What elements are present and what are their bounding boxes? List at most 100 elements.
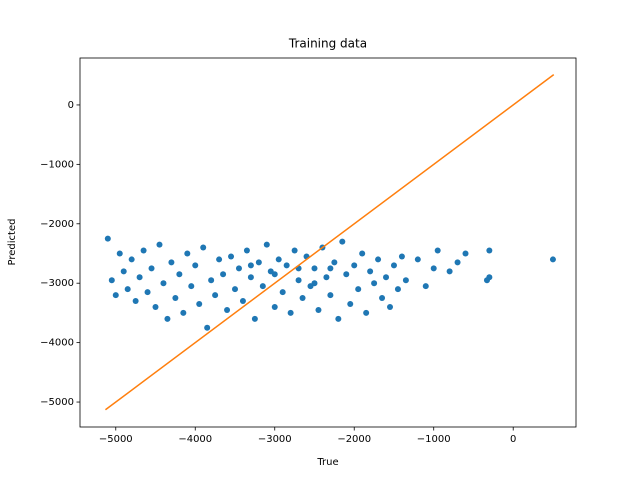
data-point: [383, 274, 390, 281]
data-point: [339, 238, 346, 245]
y-axis-label: Predicted: [7, 219, 18, 266]
data-point: [311, 265, 318, 272]
data-point: [287, 309, 294, 316]
data-point: [228, 253, 235, 260]
data-point: [327, 292, 334, 299]
data-point: [387, 303, 393, 310]
data-point: [247, 262, 254, 269]
data-point: [299, 295, 306, 302]
data-point: [462, 250, 469, 257]
data-point: [271, 271, 278, 278]
data-point: [295, 277, 302, 284]
data-point: [116, 250, 123, 257]
data-point: [140, 247, 147, 254]
y-tick-label: −4000: [40, 338, 74, 349]
data-point: [351, 262, 358, 269]
data-point: [379, 295, 386, 302]
data-point: [176, 271, 183, 278]
data-point: [188, 283, 195, 290]
data-point: [343, 271, 350, 278]
data-point: [327, 265, 334, 272]
data-point: [192, 262, 199, 269]
x-tick-label: 0: [510, 434, 516, 445]
fit-line: [104, 74, 555, 411]
data-point: [204, 324, 211, 331]
data-point: [291, 247, 298, 254]
data-point: [124, 286, 131, 293]
data-point: [355, 286, 362, 293]
plot-frame: [79, 57, 577, 428]
data-point: [239, 298, 246, 305]
data-point: [232, 286, 238, 293]
data-point: [160, 280, 167, 287]
data-point: [483, 277, 490, 284]
data-point: [371, 280, 378, 287]
data-point: [224, 306, 231, 313]
data-point: [367, 268, 374, 275]
data-point: [112, 292, 119, 299]
data-point: [275, 256, 282, 263]
data-point: [120, 268, 127, 275]
x-tick-label: −4000: [178, 434, 212, 445]
data-point: [430, 265, 437, 272]
x-tick-label: −3000: [258, 434, 292, 445]
data-point: [315, 306, 322, 313]
data-point: [247, 274, 254, 281]
data-point: [323, 274, 330, 281]
data-point: [434, 247, 441, 254]
data-point: [335, 315, 342, 322]
data-point: [104, 235, 111, 242]
data-point: [375, 256, 382, 263]
data-point: [394, 286, 401, 293]
data-point: [152, 303, 159, 310]
data-point: [108, 277, 115, 284]
data-point: [549, 256, 556, 263]
data-point: [331, 259, 338, 266]
data-point: [168, 259, 175, 266]
data-point: [220, 271, 227, 278]
data-point: [148, 265, 155, 272]
data-point: [212, 292, 219, 299]
data-point: [271, 303, 278, 310]
data-point: [251, 315, 258, 322]
data-point: [132, 298, 139, 305]
data-point: [390, 262, 397, 269]
data-point: [414, 256, 421, 263]
data-point: [347, 301, 354, 307]
data-point: [216, 256, 223, 263]
data-point: [311, 280, 318, 287]
data-point: [156, 241, 163, 248]
data-point: [144, 289, 151, 296]
data-point: [136, 274, 143, 281]
data-point: [398, 253, 405, 260]
data-point: [180, 309, 187, 316]
data-point: [446, 268, 453, 275]
y-tick-label: −5000: [40, 397, 74, 408]
data-point: [200, 244, 207, 251]
data-point: [279, 289, 286, 296]
y-tick-label: −3000: [40, 278, 74, 289]
data-point: [243, 247, 250, 254]
x-tick-label: −1000: [417, 434, 451, 445]
x-axis-label: True: [316, 457, 338, 468]
data-point: [359, 250, 366, 257]
data-point: [208, 277, 215, 284]
data-point: [422, 283, 429, 290]
x-tick-label: −5000: [99, 434, 133, 445]
data-point: [255, 259, 262, 266]
data-point: [263, 241, 270, 248]
y-tick-label: −1000: [40, 159, 74, 170]
data-point: [196, 301, 203, 307]
data-point: [235, 265, 242, 272]
data-point: [128, 256, 135, 263]
data-point: [164, 315, 171, 322]
data-point: [172, 295, 179, 302]
x-tick-label: −2000: [337, 434, 371, 445]
chart-title: Training data: [288, 37, 367, 51]
data-point: [363, 309, 370, 316]
y-tick-label: −2000: [40, 219, 74, 230]
data-point: [454, 259, 461, 266]
